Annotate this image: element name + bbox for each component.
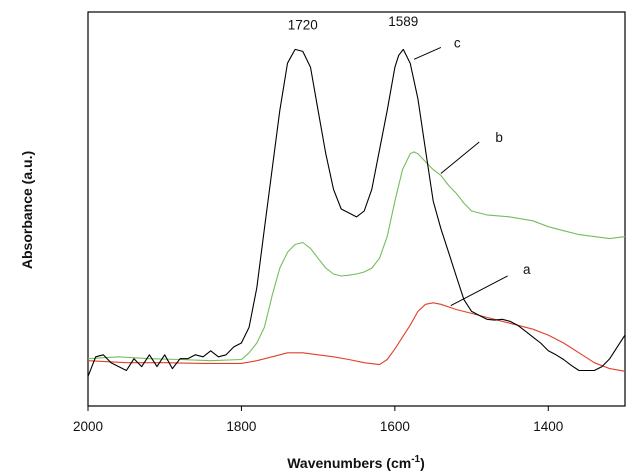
x-tick-label: 1400 (533, 419, 563, 434)
series-line-c (87, 48, 626, 377)
leader-line-a (450, 275, 508, 306)
series-label-a: a (523, 262, 531, 277)
peak-label-1589: 1589 (388, 14, 418, 29)
plot-frame (87, 11, 626, 407)
plot-area (87, 48, 626, 377)
annotations: 1720 1589 c b a (288, 14, 531, 306)
series-line-b (87, 151, 626, 362)
series-label-b: b (495, 130, 503, 145)
x-tick-label: 2000 (73, 419, 103, 434)
leader-line-c (413, 47, 442, 60)
peak-label-1720: 1720 (288, 18, 318, 33)
x-tick-label: 1800 (226, 419, 256, 434)
x-axis-ticks: 2000 1800 1600 1400 (73, 406, 563, 434)
x-axis-title: Wavenumbers (cm-1) (287, 454, 425, 471)
series-label-c: c (454, 35, 461, 50)
x-tick-label: 1600 (380, 419, 410, 434)
leader-line-b (440, 141, 480, 174)
series-line-a (87, 302, 626, 372)
y-axis-title: Absorbance (a.u.) (19, 151, 35, 269)
